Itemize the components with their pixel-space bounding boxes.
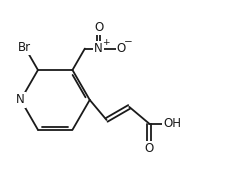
Text: +: +: [102, 38, 109, 47]
Text: −: −: [124, 37, 132, 47]
Text: N: N: [16, 93, 25, 106]
Text: O: O: [94, 21, 103, 34]
Text: Br: Br: [18, 41, 31, 54]
Text: OH: OH: [163, 117, 181, 130]
Text: N: N: [94, 42, 103, 55]
Text: O: O: [145, 142, 154, 155]
Text: O: O: [117, 42, 126, 55]
